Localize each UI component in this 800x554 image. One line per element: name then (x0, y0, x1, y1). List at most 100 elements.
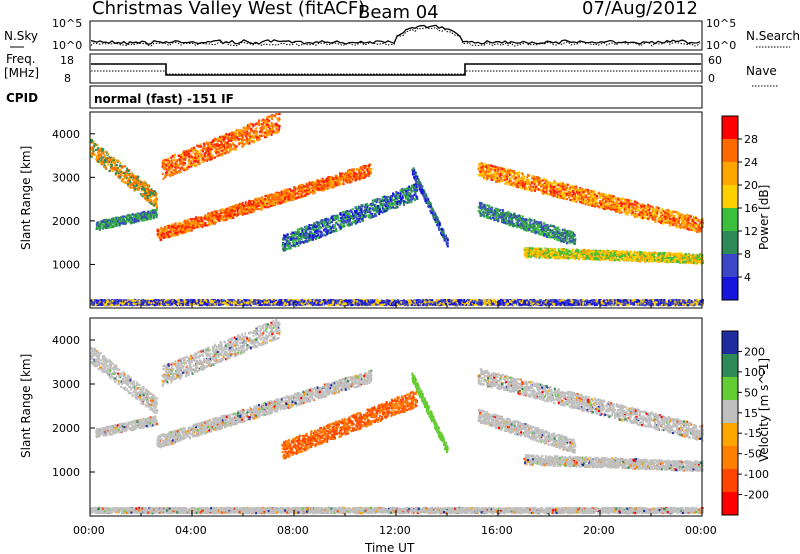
heatmap-cell (241, 135, 243, 137)
heatmap-cell (238, 130, 240, 132)
heatmap-cell (206, 216, 208, 218)
heatmap-cell (413, 194, 415, 196)
heatmap-cell (106, 222, 108, 224)
heatmap-cell (248, 139, 250, 141)
heatmap-cell (127, 183, 129, 185)
heatmap-cell (273, 202, 275, 204)
heatmap-cell (409, 199, 411, 201)
heatmap-cell (408, 186, 410, 188)
heatmap-cell (240, 206, 242, 208)
heatmap-cell (249, 132, 251, 134)
heatmap-cell (307, 183, 309, 185)
heatmap-cell (225, 151, 227, 153)
heatmap-cell (334, 225, 336, 227)
heatmap-cell (182, 226, 184, 228)
heatmap-cell (335, 222, 337, 224)
heatmap-cell (284, 194, 286, 196)
heatmap-cell (269, 125, 271, 127)
heatmap-cell (298, 245, 300, 247)
heatmap-cell (375, 215, 377, 217)
heatmap-cell (117, 221, 119, 223)
heatmap-cell (403, 194, 405, 196)
heatmap-cell (292, 235, 294, 237)
heatmap-cell (337, 182, 339, 184)
heatmap-cell (266, 200, 268, 202)
heatmap-cell (130, 176, 132, 178)
heatmap-cell (630, 211, 632, 213)
heatmap-cell (246, 205, 248, 207)
heatmap-cell (351, 223, 353, 225)
heatmap-cell (288, 198, 290, 200)
heatmap-cell (377, 205, 379, 207)
heatmap-cell (149, 199, 151, 201)
heatmap-cell (268, 201, 270, 203)
heatmap-cell (224, 142, 226, 144)
heatmap-cell (401, 198, 403, 200)
heatmap-cell (181, 166, 183, 168)
heatmap-cell (368, 214, 370, 216)
heatmap-cell (133, 179, 135, 181)
heatmap-cell (204, 225, 206, 227)
heatmap-cell (258, 208, 260, 210)
heatmap-cell (197, 222, 199, 224)
heatmap-cell (227, 151, 229, 153)
heatmap-cell (248, 200, 250, 202)
heatmap-cell (305, 233, 307, 235)
heatmap-cell (376, 208, 378, 210)
heatmap-cell (246, 132, 248, 134)
heatmap-cell (307, 188, 309, 190)
heatmap-cell (279, 201, 281, 203)
heatmap-cell (288, 242, 290, 244)
heatmap-cell (287, 233, 289, 235)
heatmap-cell (236, 145, 238, 147)
heatmap-cell (144, 197, 146, 199)
heatmap-cell (190, 224, 192, 226)
heatmap-cell (193, 160, 195, 162)
heatmap-cell (175, 159, 177, 161)
heatmap-cell (358, 209, 360, 211)
heatmap-cell (382, 196, 384, 198)
heatmap-cell (171, 159, 173, 161)
heatmap-cell (246, 129, 248, 131)
heatmap-cell (188, 166, 190, 168)
heatmap-cell (397, 192, 399, 194)
heatmap-cell (275, 113, 277, 115)
heatmap-cell (370, 217, 372, 219)
heatmap-cell (196, 164, 198, 166)
heatmap-cell (184, 220, 186, 222)
heatmap-cell (267, 124, 269, 126)
heatmap-cell (162, 173, 164, 175)
heatmap-cell (220, 145, 222, 147)
heatmap-cell (227, 218, 229, 220)
heatmap-cell (178, 164, 180, 166)
heatmap-cell (178, 171, 180, 173)
heatmap-cell (143, 216, 145, 218)
heatmap-cell (365, 165, 367, 167)
heatmap-cell (206, 141, 208, 143)
heatmap-cell (358, 218, 360, 220)
heatmap-cell (330, 232, 332, 234)
heatmap-cell (312, 183, 314, 185)
heatmap-cell (147, 211, 149, 213)
heatmap-cell (123, 175, 125, 177)
heatmap-cell (321, 183, 323, 185)
heatmap-cell (128, 179, 130, 181)
heatmap-cell (282, 200, 284, 202)
heatmap-cell (195, 224, 197, 226)
heatmap-cell (168, 168, 170, 170)
heatmap-cell (269, 199, 271, 201)
heatmap-cell (353, 217, 355, 219)
heatmap-cell (333, 227, 335, 229)
heatmap-cell (392, 206, 394, 208)
heatmap-cell (287, 248, 289, 250)
heatmap-cell (330, 180, 332, 182)
heatmap-cell (230, 140, 232, 142)
nave-trace (91, 71, 701, 74)
heatmap-cell (306, 225, 308, 227)
heatmap-cell (110, 226, 112, 228)
heatmap-cell (615, 198, 617, 200)
nave-label: Nave (746, 64, 777, 78)
heatmap-cell (131, 217, 133, 219)
heatmap-cell (221, 153, 223, 155)
heatmap-cell (382, 211, 384, 213)
